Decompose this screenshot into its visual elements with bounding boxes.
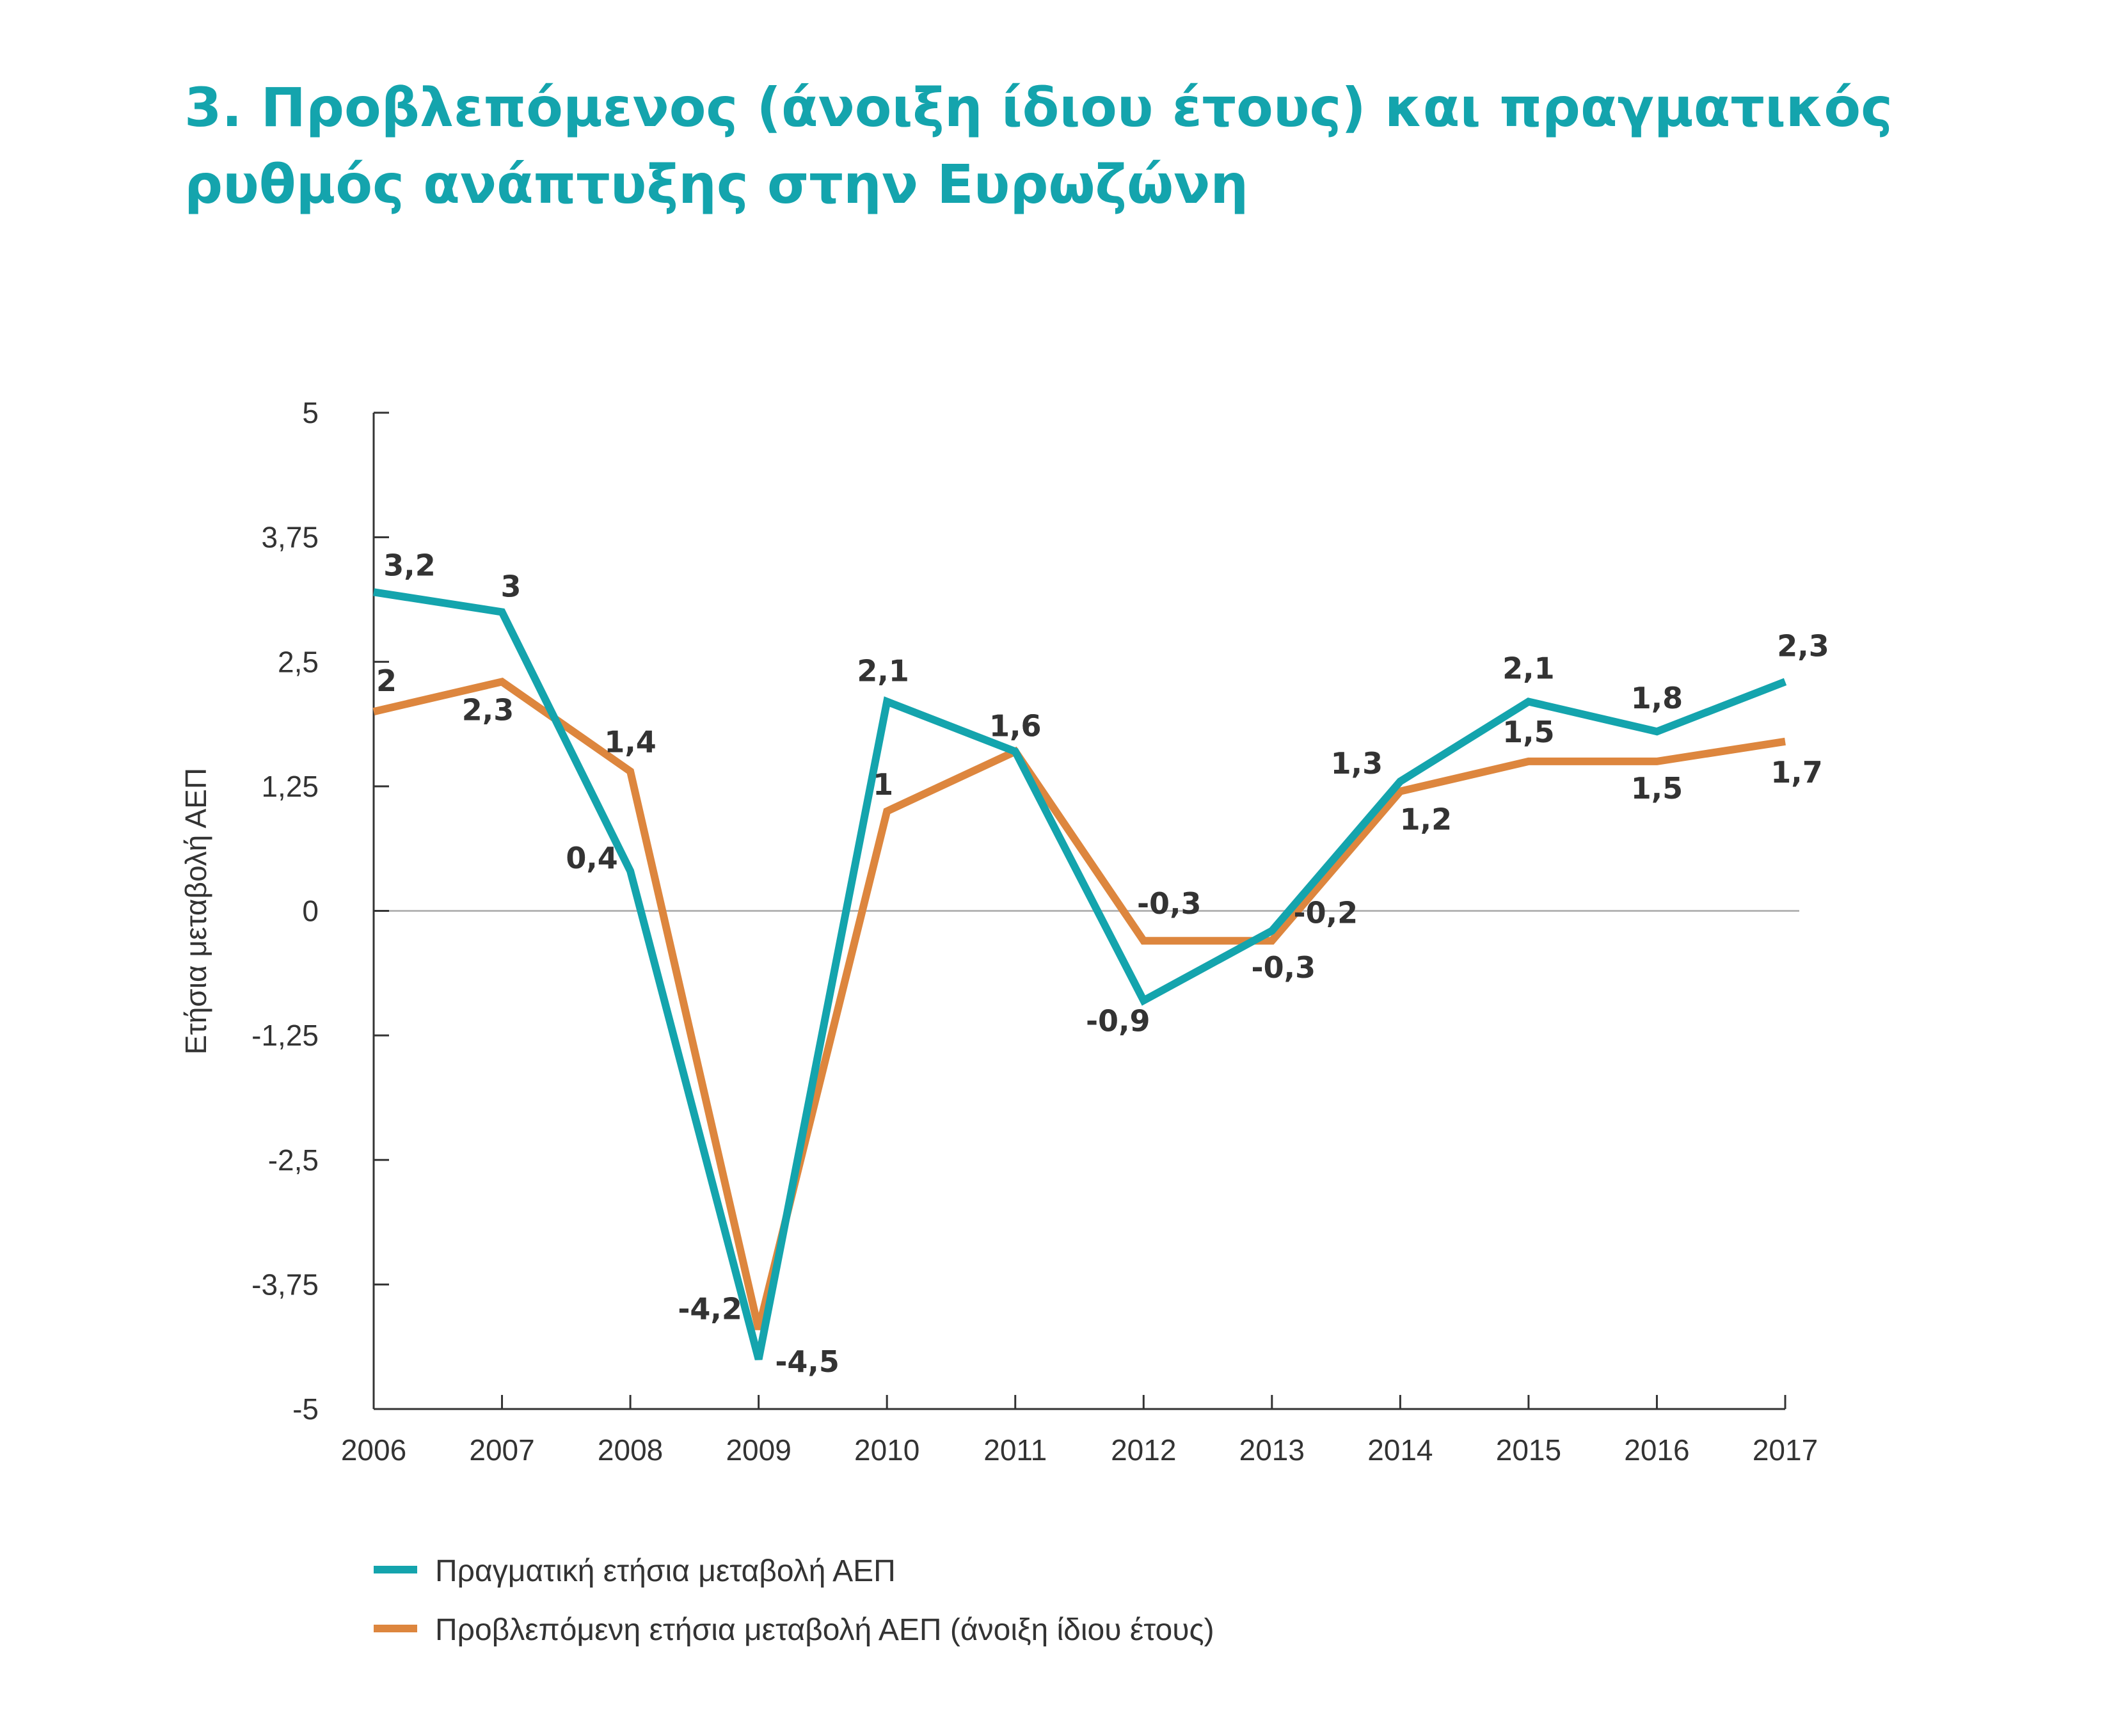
actual-data-label: 1,3 [1331, 746, 1383, 781]
x-tick-label: 2007 [469, 1433, 534, 1467]
x-tick-label: 2012 [1111, 1433, 1176, 1467]
chart-title-line-1: 3. Προβλεπόμενος (άνοιξη ίδιου έτους) κα… [184, 76, 1893, 139]
y-tick-label: -2,5 [268, 1143, 319, 1177]
actual-data-label: 2,3 [1777, 628, 1829, 663]
series-lines-group [372, 588, 1787, 1360]
actual-data-label: 2,1 [857, 654, 909, 689]
forecast-data-label: 2 [376, 664, 397, 698]
actual-data-label: 2,1 [1502, 651, 1555, 686]
x-tick-label: 2011 [983, 1433, 1047, 1467]
actual-data-label: -4,5 [775, 1344, 839, 1379]
y-tick-label: -5 [292, 1392, 319, 1426]
data-labels-group: 3,2 3 0,4 -4,5 2,1 1,6 -0,9 -0,2 1,3 2,1 1,8 2,3 2 2,… [376, 548, 1829, 1379]
y-axis-title: Ετήσια μεταβολή ΑΕΠ [179, 768, 212, 1055]
axes-group: 5 3,75 2,5 1,25 0 -1,25 -2,5 -3,75 -5 Ετήσια μετα… [179, 396, 1818, 1467]
forecast-data-label: 1,7 [1770, 755, 1823, 790]
actual-data-label: 3,2 [383, 548, 436, 582]
actual-data-label: -0,2 [1294, 896, 1358, 930]
y-tick-label: 5 [302, 396, 319, 429]
y-tick-label: 1,25 [261, 770, 319, 803]
forecast-data-label: 1,5 [1631, 771, 1683, 806]
x-tick-label: 2006 [341, 1433, 406, 1467]
actual-legend-label: Πραγματική ετήσια μεταβολή ΑΕΠ [435, 1554, 896, 1588]
actual-data-label: 0,4 [566, 841, 618, 875]
x-tick-label: 2014 [1367, 1433, 1433, 1467]
forecast-data-label: -4,2 [678, 1291, 742, 1326]
forecast-data-label: 1 [873, 767, 893, 802]
forecast-data-label: 2,3 [462, 692, 514, 727]
legend: Πραγματική ετήσια μεταβολή ΑΕΠ Προβλεπόμε… [374, 1554, 1214, 1647]
chart-title: 3. Προβλεπόμενος (άνοιξη ίδιου έτους) κα… [184, 69, 2040, 223]
x-tick-label: 2015 [1496, 1433, 1561, 1467]
x-tick-label: 2016 [1624, 1433, 1689, 1467]
forecast-data-label: 1,4 [604, 725, 656, 760]
x-tick-label: 2010 [854, 1433, 919, 1467]
actual-data-label: 1,8 [1631, 681, 1683, 715]
forecast-data-label: 1,6 [989, 708, 1042, 743]
y-tick-label: -1,25 [251, 1019, 319, 1052]
forecast-data-label: -0,3 [1252, 950, 1316, 985]
x-tick-label: 2009 [726, 1433, 791, 1467]
forecast-legend-label: Προβλεπόμενη ετήσια μεταβολή ΑΕΠ (άνοιξη… [435, 1613, 1214, 1647]
actual-data-label: 3 [501, 569, 521, 603]
actual-growth-line [373, 588, 1787, 1360]
forecast-data-label: 1,2 [1400, 802, 1452, 837]
x-tick-label: 2008 [598, 1433, 663, 1467]
y-tick-label: 0 [302, 895, 319, 928]
chart-title-line-2: ρυθμός ανάπτυξης στην Ευρωζώνη [184, 153, 1249, 216]
y-tick-label: 2,5 [278, 645, 319, 678]
forecast-growth-line [372, 677, 1786, 1330]
y-tick-label: -3,75 [251, 1268, 319, 1301]
forecast-data-label: -0,3 [1137, 886, 1202, 921]
y-tick-label: 3,75 [261, 521, 319, 554]
x-tick-label: 2013 [1239, 1433, 1305, 1467]
actual-data-label: 1,6 [989, 708, 1042, 743]
x-tick-label: 2017 [1753, 1433, 1818, 1467]
actual-data-label: -0,9 [1086, 1004, 1150, 1039]
forecast-data-label: 1,5 [1502, 715, 1555, 749]
